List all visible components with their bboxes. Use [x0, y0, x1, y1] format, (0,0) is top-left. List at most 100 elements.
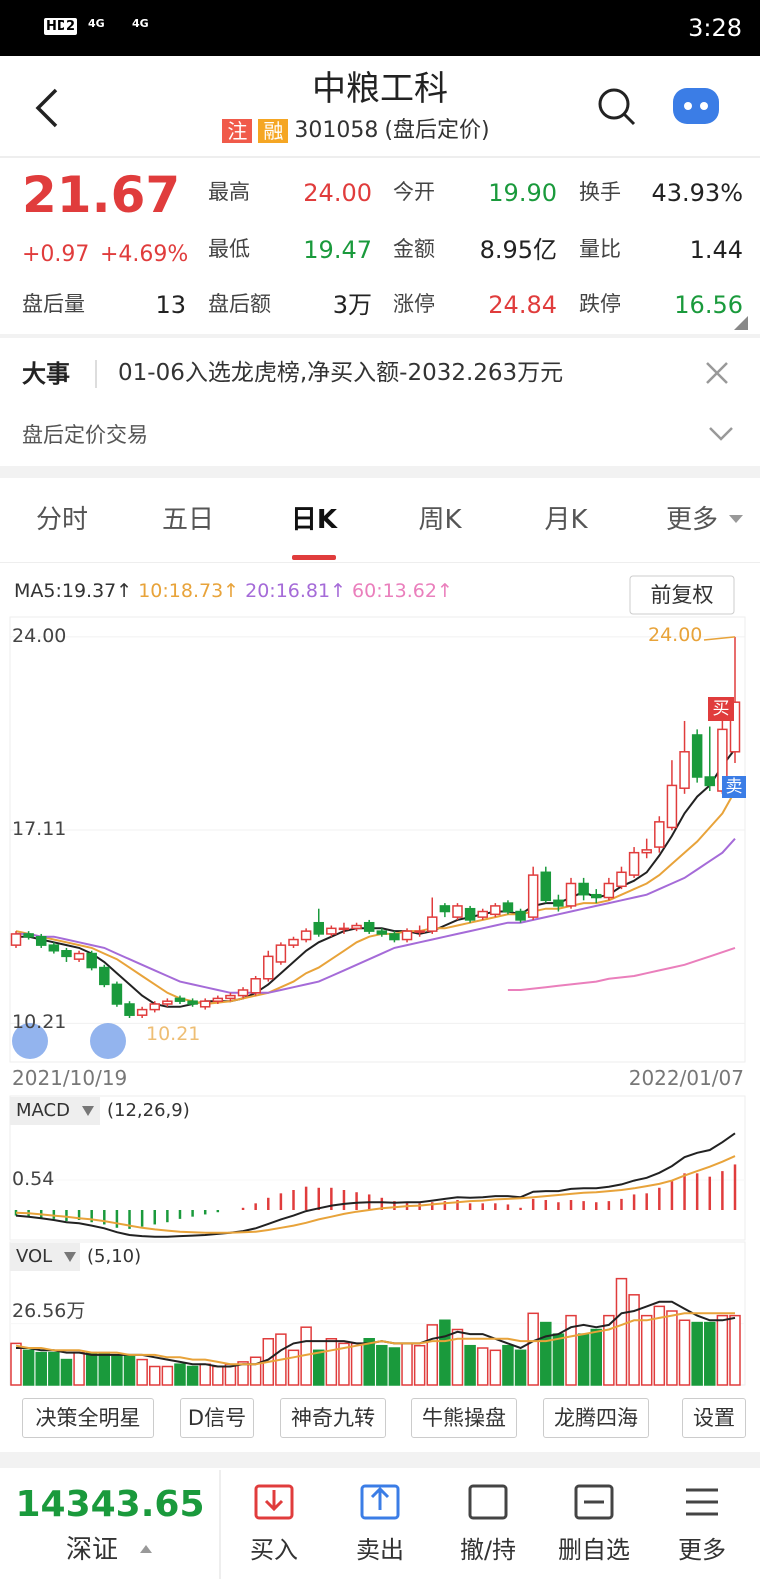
candle-body [401, 930, 413, 941]
candle-body [515, 910, 526, 921]
candle-body [603, 882, 615, 899]
volume-bar [287, 1349, 300, 1386]
tab[interactable]: 月K [544, 505, 588, 535]
candle-body [250, 978, 261, 994]
candle-body [351, 924, 362, 930]
vol-name[interactable]: VOL [16, 1246, 53, 1267]
candle-body [490, 905, 501, 916]
volume-bar [678, 1319, 691, 1386]
y-tick-label: 17.11 [12, 817, 67, 840]
tool-button[interactable]: 决策全明星 [22, 1398, 154, 1438]
candle-body [439, 905, 451, 913]
volume-bar [439, 1319, 451, 1386]
volume-bar [48, 1351, 60, 1386]
index-value[interactable]: 14343.65 [15, 1484, 205, 1525]
candle-body [414, 930, 425, 933]
tab[interactable]: 日K [290, 505, 338, 535]
tab[interactable]: 周K [418, 505, 462, 535]
candle-body [199, 1000, 211, 1008]
market-caret [140, 1545, 152, 1553]
stat-value: 1.44 [689, 236, 743, 264]
ma-line [507, 946, 736, 991]
tool-button[interactable]: 神奇九转 [280, 1398, 386, 1438]
volume-bar [552, 1333, 565, 1386]
volume-bar [123, 1354, 136, 1386]
tab[interactable]: 五日 [161, 505, 214, 535]
candle-body [162, 1000, 173, 1005]
low-label: 10.21 [146, 1023, 201, 1045]
stat-value: 19.47 [303, 236, 372, 264]
candle-body [704, 776, 716, 787]
volume-bar [136, 1358, 148, 1386]
candle-body [578, 882, 589, 896]
action-button[interactable]: 删自选 [558, 1536, 630, 1564]
volume-bar [590, 1328, 602, 1386]
macd-name[interactable]: MACD [16, 1100, 70, 1121]
volume-bar [653, 1305, 666, 1386]
tool-button[interactable]: 牛熊操盘 [411, 1398, 517, 1438]
candle-body [23, 933, 34, 938]
volume-bar [98, 1351, 111, 1386]
volume-bar [35, 1351, 47, 1386]
volume-bar [413, 1344, 426, 1386]
action-button[interactable]: 卖出 [356, 1536, 404, 1564]
volume-bar [60, 1358, 73, 1386]
candle-body [553, 899, 564, 907]
adjust-button[interactable] [629, 575, 735, 615]
market-name[interactable]: 深证 [66, 1535, 119, 1565]
candle-body [326, 927, 337, 935]
volume-bar [640, 1314, 653, 1386]
candle-body [48, 944, 60, 952]
event-text[interactable]: 01-06入选龙虎榜,净买入额-2032.263万元 [118, 360, 564, 386]
close-icon [706, 362, 728, 384]
event-sub: 盘后定价交易 [22, 423, 148, 447]
status-icon: HD [44, 18, 70, 35]
volume-bar [603, 1314, 615, 1386]
volume-bar [149, 1365, 161, 1386]
volume-bar [666, 1310, 678, 1386]
kline-frame [9, 616, 746, 1063]
y-tick-label: 26.56万 [12, 1299, 86, 1322]
y-tick-label: 0.54 [12, 1168, 55, 1190]
tab[interactable]: 更多 [665, 505, 718, 535]
macd-caret [82, 1106, 94, 1116]
tab[interactable]: 分时 [35, 505, 88, 535]
candle-body [616, 871, 627, 888]
candle-body [237, 989, 249, 997]
volume-bar [426, 1324, 439, 1386]
y-tick-label: 24.00 [12, 624, 67, 647]
action-button[interactable]: 撤/持 [459, 1536, 517, 1564]
candle-body [540, 871, 552, 902]
candle-body [136, 1008, 148, 1016]
candle-body [654, 821, 665, 848]
badge: 融 [258, 119, 289, 143]
sell-marker: 卖 [722, 776, 746, 798]
tool-button[interactable]: D信号 [180, 1398, 254, 1438]
stat-label: 换手 [579, 180, 621, 204]
adjust-label[interactable]: 前复权 [650, 583, 714, 607]
ma-line [16, 838, 736, 994]
high-pointer [703, 636, 736, 641]
more-caret [729, 515, 743, 523]
volume-bar [716, 1314, 729, 1386]
price-change: +0.97 [22, 242, 90, 267]
back-icon [35, 88, 58, 128]
tool-button[interactable]: 设置 [682, 1398, 746, 1438]
action-button[interactable]: 买入 [250, 1536, 298, 1564]
buy-icon [264, 1490, 284, 1512]
stat-value: 24.00 [303, 179, 372, 207]
candle-body [263, 955, 274, 980]
action-button[interactable]: 更多 [678, 1536, 726, 1564]
ma-legend-item: 10:18.73↑ [138, 580, 240, 602]
divider [0, 1452, 760, 1468]
y-tick-label: 10.21 [12, 1011, 67, 1034]
candle-body [86, 952, 97, 969]
stat-label: 最低 [208, 237, 250, 261]
tool-button[interactable]: 龙腾四海 [543, 1398, 649, 1438]
stock-note: (盘后定价) [384, 118, 490, 143]
stat-label: 跌停 [579, 292, 621, 316]
candle-body [376, 930, 388, 935]
dea-line [15, 1155, 736, 1234]
status-icon: 4G [88, 17, 105, 30]
